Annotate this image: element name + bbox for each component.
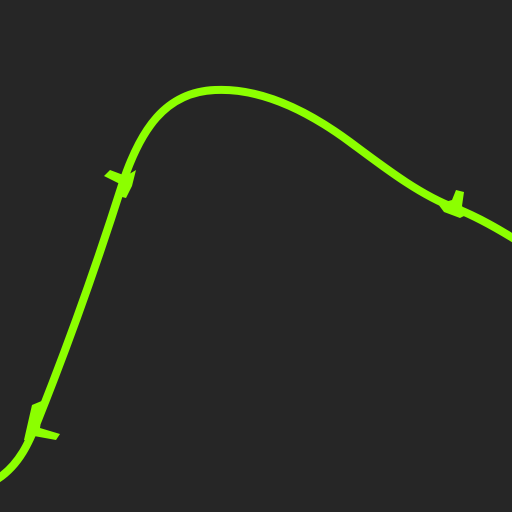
curve-marker <box>438 190 468 218</box>
curve-marker-shape <box>104 170 136 198</box>
curve-marker <box>24 400 60 442</box>
curve-line <box>0 85 512 483</box>
curve-marker <box>104 170 136 198</box>
curve-marker-shape <box>24 400 60 442</box>
curve-marker-shape <box>438 190 468 218</box>
